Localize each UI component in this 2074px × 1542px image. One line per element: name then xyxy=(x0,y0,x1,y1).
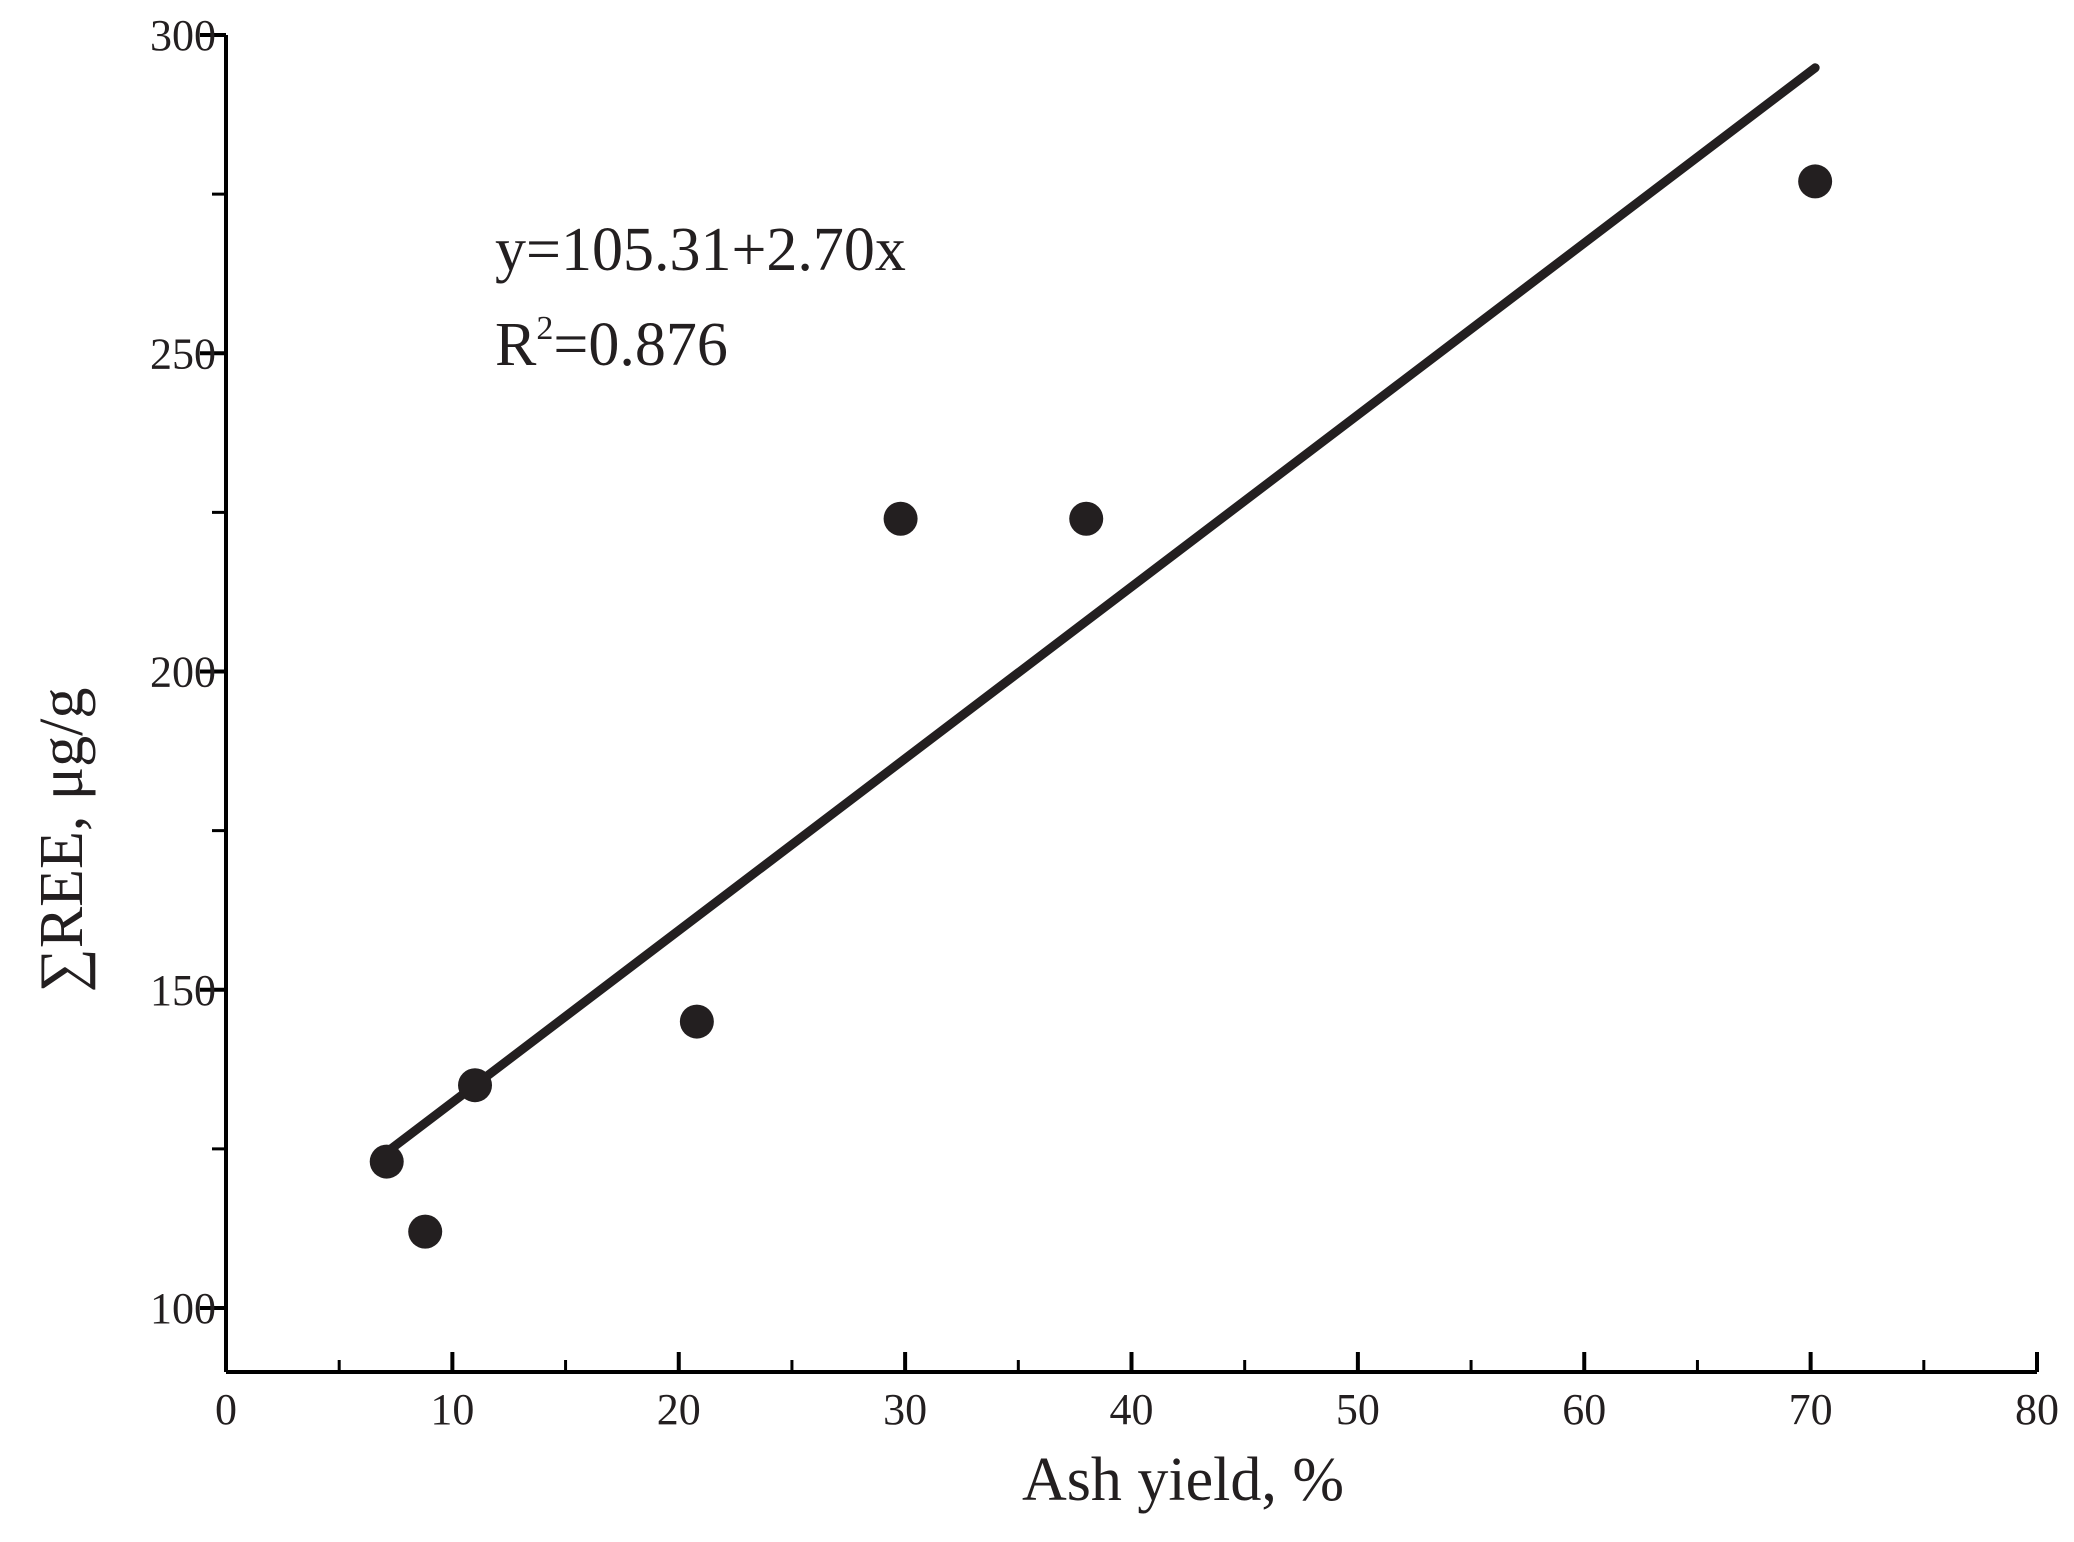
data-point xyxy=(883,501,918,536)
y-tick-label: 300 xyxy=(150,11,216,60)
y-axis-title: ∑REE, μg/g xyxy=(28,688,96,993)
data-point xyxy=(458,1068,493,1103)
r-squared-value: =0.876 xyxy=(553,311,727,379)
data-points xyxy=(369,164,1833,1249)
x-tick-label: 80 xyxy=(2015,1385,2059,1434)
x-tick-label: 70 xyxy=(1789,1385,1833,1434)
data-point xyxy=(369,1144,404,1179)
y-tick-label: 250 xyxy=(150,329,216,378)
regression-line xyxy=(382,63,1820,1157)
data-point xyxy=(408,1214,443,1249)
y-tick-label: 150 xyxy=(150,966,216,1015)
y-tick-label: 100 xyxy=(150,1284,216,1333)
x-tick-label: 50 xyxy=(1336,1385,1380,1434)
y-tick-label: 200 xyxy=(150,648,216,697)
data-point xyxy=(1069,501,1104,536)
x-tick-label: 40 xyxy=(1110,1385,1154,1434)
r-squared-label: R2=0.876 xyxy=(495,310,728,379)
regression-equation: y=105.31+2.70x xyxy=(495,216,906,284)
data-point xyxy=(679,1004,714,1039)
x-tick-label: 30 xyxy=(883,1385,927,1434)
x-axis-title: Ash yield, % xyxy=(1022,1446,1344,1514)
r-squared-symbol: R xyxy=(495,311,537,379)
ticks: 0 10 20 30 40 50 60 70 80 100 150 200 250 300 xyxy=(150,11,2059,1434)
x-tick-label: 60 xyxy=(1562,1385,1606,1434)
x-tick-label: 10 xyxy=(430,1385,474,1434)
x-tick-label: 0 xyxy=(215,1385,237,1434)
x-tick-label: 20 xyxy=(657,1385,701,1434)
data-point xyxy=(1798,164,1833,199)
r-squared-exponent: 2 xyxy=(536,310,553,347)
fit-line-layer xyxy=(382,63,1820,1157)
